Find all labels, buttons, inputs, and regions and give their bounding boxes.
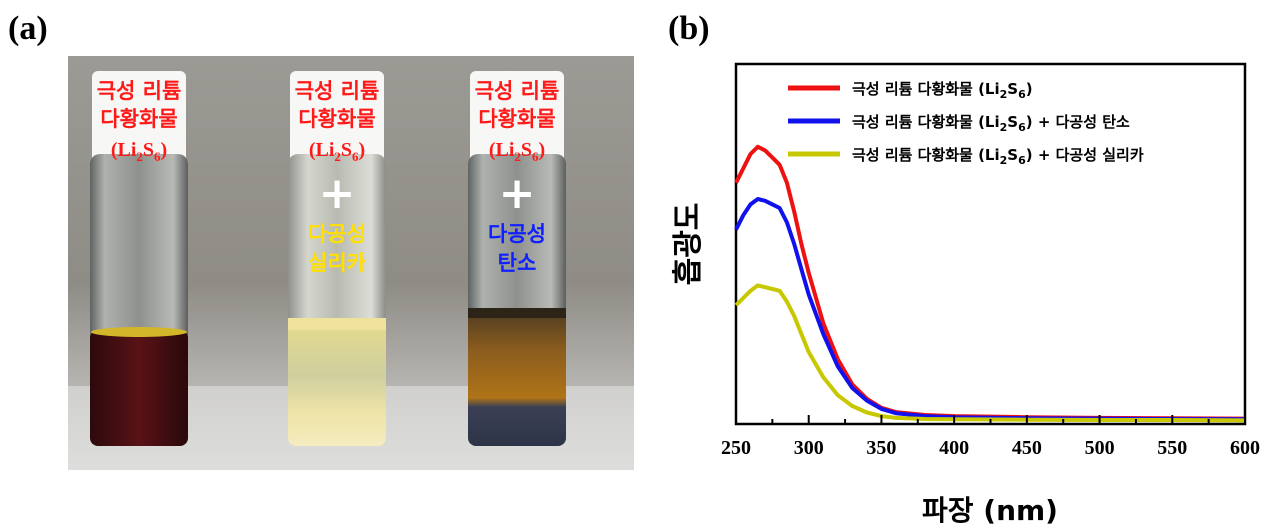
vial-3-formula: (Li2S6) [489,139,545,164]
series-line-2 [734,197,1246,422]
y-axis-label: 흡광도 [671,203,706,286]
x-tick-label: 300 [794,437,824,459]
vial-1-formula: (Li2S6) [111,139,167,164]
vials-photo: 극성 리튬 다황화물 (Li2S6) 극성 리튬 다황화물 (Li2S6) + … [68,56,634,470]
vial-2-cap-line2: 다황화물 [298,107,375,131]
vial-2-plus: + [319,168,356,219]
vial-2-cap-line1: 극성 리튬 [295,79,380,103]
x-tick-label: 600 [1230,437,1260,459]
vial-2-formula: (Li2S6) [309,139,365,164]
x-tick-label: 550 [1157,437,1187,459]
vial-3-added-line1: 다공성 [488,222,546,246]
legend-entry-1: 극성 리튬 다황화물 (Li2S6) [852,80,1033,101]
vial-3-cap-line2: 다황화물 [478,107,555,131]
vial-1 [90,71,188,446]
vial-1-cap-line1: 극성 리튬 [97,79,182,103]
vial-2 [288,71,386,446]
panel-a-label: (a) [8,10,48,47]
vial-3-plus: + [499,168,536,219]
x-axis-label: 파장 (nm) [922,494,1058,527]
series-line-3 [734,283,1246,423]
x-tick-label: 400 [939,437,969,459]
x-tick-label: 250 [721,437,751,459]
vial-2-added-line1: 다공성 [308,222,366,246]
absorbance-chart: 250 300 350 400 450 500 550 600 극성 리튬 다황화물 (Li2… [671,62,1260,527]
vial-3 [468,71,566,446]
vial-3-added-line2: 탄소 [498,251,537,275]
panel-b-label: (b) [668,10,710,47]
series-line-1 [734,144,1246,421]
legend: 극성 리튬 다황화물 (Li2S6) 극성 리튬 다황화물 (Li2S6) + 다… [788,80,1144,167]
vial-3-cap-line1: 극성 리튬 [475,79,560,103]
vial-1-cap-line2: 다황화물 [100,107,177,131]
legend-entry-2: 극성 리튬 다황화물 (Li2S6) + 다공성 탄소 [852,113,1130,134]
vial-2-added-line2: 실리카 [308,251,367,275]
x-tick-label: 500 [1085,437,1115,459]
x-tick-label: 350 [866,437,896,459]
x-tick-label: 450 [1012,437,1042,459]
legend-entry-3: 극성 리튬 다황화물 (Li2S6) + 다공성 실리카 [852,146,1144,167]
